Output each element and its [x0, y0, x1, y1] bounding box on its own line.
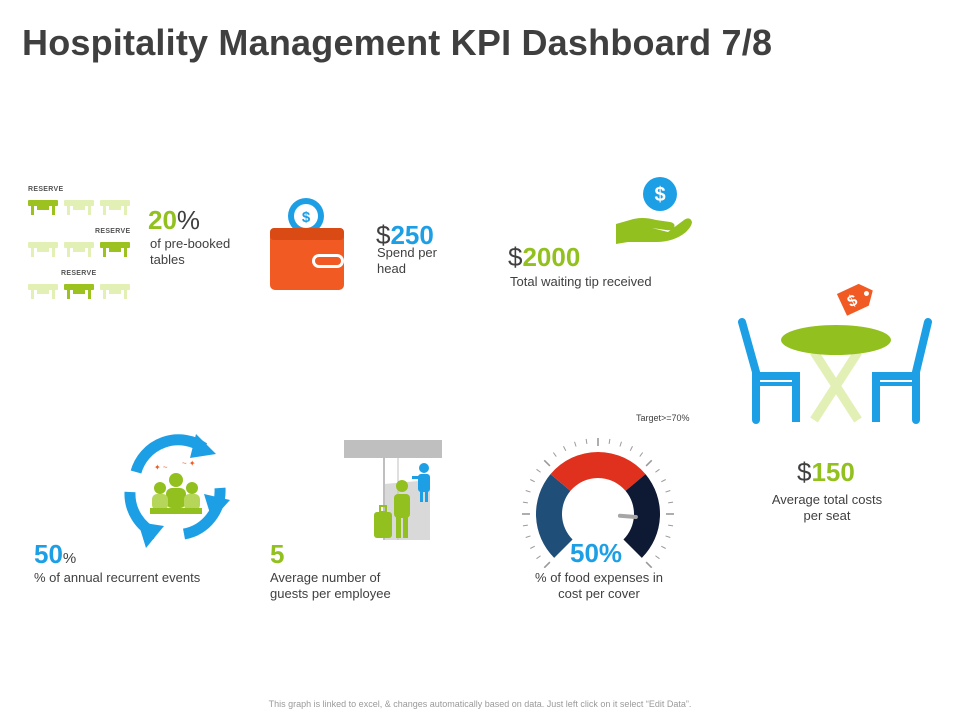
gauge-tick	[661, 479, 666, 483]
gauge-tick	[552, 452, 557, 457]
spend-label: Spend per head	[377, 245, 437, 276]
tips-value: $2000	[508, 242, 581, 272]
gauge-tick	[668, 501, 674, 504]
gauge-tick	[522, 524, 528, 527]
gauge-tick	[608, 438, 611, 444]
gauge-tick	[543, 561, 551, 568]
reserve-sign: RESERVE	[61, 270, 97, 277]
gauge-tick	[629, 446, 633, 451]
svg-text:$: $	[654, 184, 665, 206]
hand-dollar-icon: $	[612, 176, 694, 248]
events-label: % of annual recurrent events	[34, 570, 201, 585]
footer-note: This graph is linked to excel, & changes…	[268, 699, 692, 709]
hotel-guest-icon	[344, 440, 444, 544]
gauge-tick	[530, 545, 535, 549]
reserve-sign: RESERVE	[95, 228, 131, 235]
gauge-segment-mid	[550, 452, 646, 491]
seat-cost-value: $150	[797, 457, 855, 487]
tips-label: Total waiting tip received	[510, 274, 652, 289]
gauge-tick	[525, 535, 531, 538]
gauge-needle	[617, 513, 638, 519]
gauge-tick	[522, 501, 528, 504]
gauge-tick	[665, 490, 671, 493]
gauge-tick	[574, 441, 577, 447]
gauge-icon	[508, 418, 688, 568]
gauge-tick	[619, 441, 622, 447]
wallet-icon: $	[268, 196, 348, 292]
food-value: 50%	[570, 538, 623, 568]
gauge-tick	[645, 459, 653, 467]
reserved-tables-icon	[28, 184, 134, 306]
reserve-sign: RESERVE	[28, 186, 64, 193]
gauge-tick	[668, 524, 674, 527]
gauge-tick	[543, 459, 551, 467]
gauge-segment-high	[623, 474, 660, 558]
seat-cost-label: Average total costs per seat	[771, 492, 883, 523]
spend-value: $250	[376, 220, 434, 250]
gauge-tick	[645, 561, 653, 568]
gauge-tick	[525, 490, 531, 493]
prebooked-value: 20%	[148, 205, 201, 235]
prebooked-label: of pre-booked tables	[150, 236, 231, 267]
gauge	[522, 438, 674, 568]
gauge-tick	[655, 555, 660, 560]
svg-text:✦ ~: ✦ ~	[154, 463, 168, 472]
food-label: % of food expenses in cost per cover	[535, 570, 663, 601]
events-value: 50%	[34, 539, 77, 569]
gauge-tick	[536, 468, 541, 473]
recurring-event-icon: ✦ ~ ~ ✦	[116, 430, 236, 550]
gauge-tick	[530, 479, 535, 483]
gauge-tick	[665, 535, 671, 538]
gauge-tick	[661, 545, 666, 549]
guests-value: 5	[270, 539, 285, 569]
svg-text:~ ✦: ~ ✦	[182, 459, 196, 468]
gauge-segment-low	[536, 474, 573, 558]
gauge-tick	[536, 555, 541, 560]
gauge-target-label: Target>=70%	[636, 413, 690, 423]
gauge-tick	[639, 452, 644, 457]
page-title: Hospitality Management KPI Dashboard 7/8	[22, 22, 773, 63]
gauge-tick	[563, 446, 567, 451]
guests-label: Average number of guests per employee	[270, 570, 391, 601]
table-chairs-icon: $	[738, 276, 934, 426]
gauge-tick	[585, 438, 588, 444]
svg-text:$: $	[302, 209, 311, 226]
gauge-tick	[655, 468, 660, 473]
